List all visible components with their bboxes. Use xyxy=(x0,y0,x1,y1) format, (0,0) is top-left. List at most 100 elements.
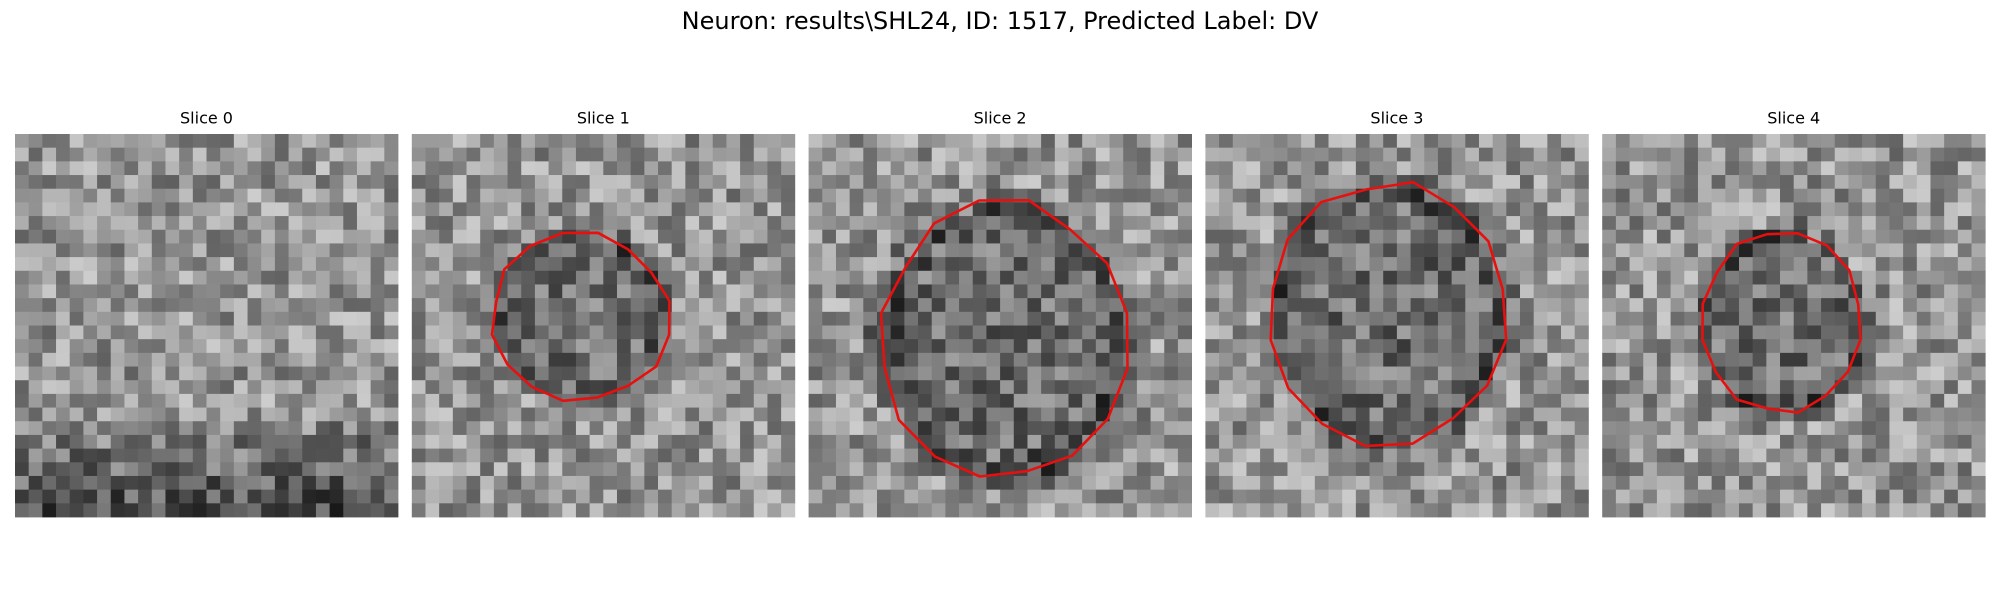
pixel xyxy=(1123,503,1138,518)
pixel xyxy=(876,188,892,203)
pixel xyxy=(863,434,878,450)
pixel xyxy=(83,188,98,203)
pixel xyxy=(740,448,755,463)
pixel xyxy=(1342,311,1357,326)
pixel xyxy=(521,325,536,340)
pixel xyxy=(1150,462,1165,477)
pixel xyxy=(959,134,974,149)
pixel xyxy=(83,503,98,518)
pixel xyxy=(1136,311,1151,326)
pixel xyxy=(69,216,84,231)
pixel xyxy=(1670,366,1685,381)
pixel xyxy=(1437,393,1453,408)
pixel xyxy=(671,284,686,299)
pixel xyxy=(521,229,536,244)
pixel xyxy=(863,229,878,244)
pixel xyxy=(1711,325,1726,340)
pixel xyxy=(1150,380,1165,395)
pixel xyxy=(124,202,139,217)
pixel xyxy=(439,284,454,299)
pixel xyxy=(1369,284,1384,299)
pixel xyxy=(616,503,632,518)
pixel xyxy=(233,421,248,436)
pixel xyxy=(206,366,221,381)
pixel xyxy=(1287,243,1302,258)
pixel xyxy=(1383,489,1398,504)
pixel xyxy=(685,434,700,450)
pixel xyxy=(1054,503,1069,518)
pixel xyxy=(1971,188,1986,203)
pixel xyxy=(1451,325,1466,340)
pixel xyxy=(753,202,768,217)
pixel xyxy=(28,243,43,258)
pixel xyxy=(890,380,905,395)
pixel xyxy=(630,147,645,162)
pixel xyxy=(1930,448,1945,463)
pixel xyxy=(521,352,536,367)
pixel xyxy=(1834,352,1849,367)
pixel xyxy=(1848,503,1863,518)
pixel xyxy=(1738,489,1754,504)
pixel xyxy=(343,243,358,258)
pixel xyxy=(1396,339,1411,354)
pixel xyxy=(288,270,303,285)
pixel xyxy=(562,216,577,231)
pixel xyxy=(1629,270,1644,285)
pixel xyxy=(1670,147,1685,162)
pixel xyxy=(384,462,399,477)
pixel xyxy=(1821,298,1836,313)
pixel xyxy=(589,407,604,422)
pixel xyxy=(753,311,768,326)
pixel xyxy=(206,503,221,518)
pixel xyxy=(151,147,166,162)
pixel xyxy=(439,475,454,491)
pixel xyxy=(1752,270,1767,285)
pixel xyxy=(1369,175,1384,190)
pixel xyxy=(1355,421,1370,436)
pixel xyxy=(507,161,522,176)
pixel xyxy=(1793,380,1808,395)
pixel xyxy=(1957,448,1972,463)
pixel xyxy=(1780,229,1795,244)
pixel xyxy=(1602,489,1617,504)
pixel xyxy=(1246,475,1261,491)
pixel xyxy=(644,489,659,504)
pixel xyxy=(439,339,454,354)
pixel xyxy=(206,202,221,217)
pixel xyxy=(1027,134,1042,149)
pixel xyxy=(972,161,987,176)
pixel xyxy=(1533,475,1548,491)
pixel xyxy=(356,421,372,436)
pixel xyxy=(1123,175,1138,190)
pixel xyxy=(712,352,727,367)
pixel xyxy=(247,325,262,340)
pixel xyxy=(603,503,618,518)
pixel xyxy=(1328,434,1343,450)
pixel xyxy=(1875,161,1890,176)
pixel xyxy=(1219,134,1234,149)
pixel xyxy=(1615,393,1630,408)
pixel xyxy=(1437,503,1453,518)
pixel xyxy=(1520,311,1535,326)
pixel xyxy=(247,421,262,436)
pixel xyxy=(876,311,892,326)
pixel xyxy=(1013,257,1028,272)
pixel xyxy=(1807,503,1822,518)
pixel xyxy=(1465,475,1480,491)
pixel xyxy=(138,229,153,244)
pixel xyxy=(1711,161,1726,176)
pixel xyxy=(480,147,495,162)
pixel xyxy=(1451,434,1466,450)
pixel xyxy=(1602,462,1617,477)
pixel xyxy=(1752,366,1767,381)
pixel xyxy=(972,380,987,395)
pixel xyxy=(480,462,495,477)
pixel xyxy=(1916,229,1931,244)
pixel xyxy=(712,216,727,231)
pixel xyxy=(220,407,235,422)
pixel xyxy=(1396,462,1411,477)
pixel xyxy=(165,462,180,477)
pixel xyxy=(822,339,837,354)
pixel xyxy=(589,298,604,313)
pixel xyxy=(493,202,508,217)
